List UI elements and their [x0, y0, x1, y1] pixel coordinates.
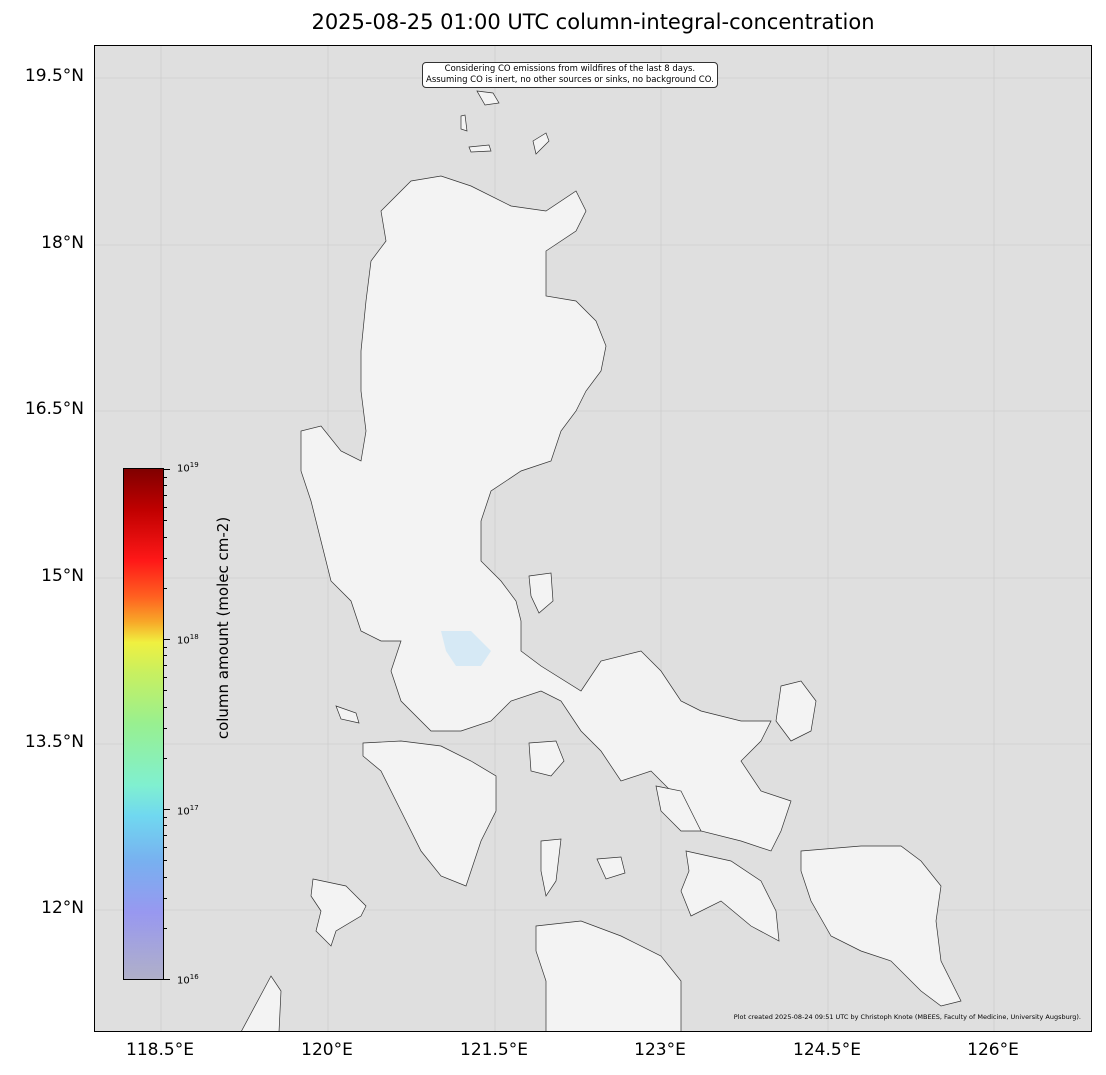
colorbar-minor-tick: [163, 665, 167, 667]
lat-tick: 19.5°N: [24, 66, 84, 86]
annotation-line: Considering CO emissions from wildfires …: [444, 64, 696, 74]
colorbar-minor-tick: [163, 655, 167, 657]
lat-tick: 18°N: [41, 233, 84, 253]
colorbar-minor-tick: [163, 835, 167, 837]
colorbar-minor-tick: [163, 676, 167, 678]
colorbar-minor-tick: [163, 825, 167, 827]
colorbar-minor-tick: [163, 846, 167, 848]
colorbar: [123, 468, 170, 980]
colorbar-tick: 1016: [177, 973, 199, 987]
colorbar-minor-tick: [163, 495, 167, 497]
colorbar-minor-tick: [163, 860, 167, 862]
lat-tick: 15°N: [41, 566, 84, 586]
marinduque: [528, 740, 565, 777]
lat-tick: 13.5°N: [24, 732, 84, 752]
credit-text: Plot created 2025-08-24 09:51 UTC by Chr…: [733, 1013, 1081, 1021]
colorbar-minor-tick: [163, 557, 167, 559]
colorbar-minor-tick: [163, 816, 167, 818]
babuyan-1: [476, 90, 500, 106]
land: [241, 90, 962, 1031]
masbate: [680, 850, 780, 942]
colorbar-label: column amount (molec cm-2): [214, 516, 232, 740]
tablas: [540, 838, 562, 897]
colorbar-minor-tick: [163, 506, 167, 508]
colorbar-minor-tick: [163, 520, 167, 522]
samar: [800, 845, 962, 1007]
plot-title: 2025-08-25 01:00 UTC column-integral-con…: [311, 10, 875, 34]
map-canvas: [95, 46, 1091, 1031]
colorbar-minor-tick: [163, 476, 167, 478]
ticao: [655, 785, 702, 832]
lon-tick: 118.5°E: [126, 1040, 194, 1060]
babuyan-2: [468, 144, 492, 153]
sibuyan: [596, 856, 626, 880]
colorbar-tick: 1018: [177, 633, 199, 647]
colorbar-minor-tick: [163, 690, 167, 692]
annotation-box: Considering CO emissions from wildfires …: [422, 62, 718, 88]
colorbar-minor-tick: [163, 757, 167, 759]
colorbar-minor-tick: [163, 485, 167, 487]
polillo: [528, 572, 554, 614]
colorbar-minor-tick: [163, 897, 167, 899]
lon-tick: 123°E: [634, 1040, 686, 1060]
southern-island: [241, 975, 282, 1031]
colorbar-tick: 1019: [177, 461, 199, 475]
lon-tick: 126°E: [967, 1040, 1019, 1060]
lon-tick: 121.5°E: [460, 1040, 528, 1060]
colorbar-minor-tick: [163, 927, 167, 929]
babuyan-3: [532, 132, 550, 155]
laguna-lake: [441, 631, 491, 666]
colorbar-minor-tick: [163, 646, 167, 648]
lubang: [335, 705, 360, 724]
colorbar-minor-tick: [163, 536, 167, 538]
lat-tick: 12°N: [41, 898, 84, 918]
busuanga: [310, 878, 367, 947]
colorbar-tick: 1017: [177, 804, 199, 818]
panay: [535, 920, 682, 1031]
catanduanes: [775, 680, 817, 742]
colorbar-minor-tick: [163, 809, 170, 810]
lat-tick: 16.5°N: [24, 399, 84, 419]
luzon: [300, 175, 792, 852]
colorbar-minor-tick: [163, 706, 167, 708]
colorbar-minor-tick: [163, 876, 167, 878]
colorbar-minor-tick: [163, 469, 170, 470]
map-panel[interactable]: Considering CO emissions from wildfires …: [94, 45, 1092, 1032]
babuyan-4: [460, 114, 468, 132]
annotation-line: Assuming CO is inert, no other sources o…: [426, 75, 714, 85]
colorbar-minor-tick: [163, 727, 167, 729]
gridlines: [95, 46, 1091, 1031]
colorbar-minor-tick: [163, 979, 170, 980]
colorbar-minor-tick: [163, 639, 170, 640]
colorbar-minor-tick: [163, 587, 167, 589]
lon-tick: 120°E: [301, 1040, 353, 1060]
mindoro: [362, 740, 497, 887]
lon-tick: 124.5°E: [793, 1040, 861, 1060]
